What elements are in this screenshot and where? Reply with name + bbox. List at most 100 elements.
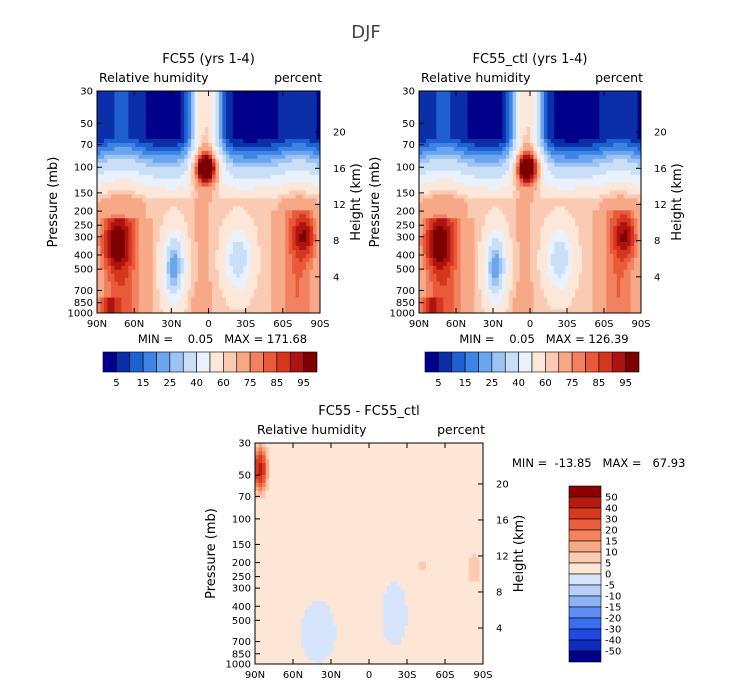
heatmap-cell (260, 138, 265, 143)
heatmap-cell (222, 205, 227, 211)
heatmap-cell (117, 269, 122, 274)
heatmap-cell (163, 205, 168, 211)
heatmap-cell (257, 130, 262, 135)
heatmap-cell (211, 114, 216, 120)
heatmap-cell (306, 229, 310, 235)
heatmap-cell (110, 225, 115, 231)
x-tick-label: 90N (87, 319, 107, 330)
heatmap-cell (419, 293, 423, 298)
heatmap-cell (285, 249, 290, 254)
heatmap-cell (264, 130, 269, 135)
heatmap-cell (253, 221, 258, 227)
heatmap-cell (121, 225, 126, 231)
heatmap-cell (519, 269, 524, 274)
heatmap-cell (187, 281, 192, 286)
heatmap-cell (149, 122, 154, 128)
heatmap-cell (191, 301, 195, 306)
heatmap-cell (215, 94, 220, 100)
heatmap-cell (201, 261, 206, 266)
heatmap-cell (184, 277, 188, 282)
heatmap-cell (180, 305, 185, 310)
heatmap-cell (201, 221, 206, 227)
heatmap-cell (443, 261, 448, 266)
heatmap-cell (292, 138, 297, 143)
heatmap-cell (121, 309, 126, 314)
heatmap-cell (145, 233, 150, 239)
heatmap-cell (232, 209, 237, 215)
heatmap-cell (145, 122, 150, 128)
heatmap-cell (557, 277, 562, 282)
heatmap-cell (243, 194, 248, 199)
heatmap-cell (585, 237, 590, 243)
heatmap-cell (201, 118, 206, 124)
heatmap-cell (97, 289, 101, 294)
heatmap-cell (257, 186, 262, 191)
heatmap-cell (313, 154, 317, 159)
heatmap-cell (97, 233, 101, 239)
heatmap-cell (100, 221, 105, 227)
heatmap-cell (313, 309, 317, 314)
heatmap-cell (422, 237, 427, 243)
heatmap-cell (443, 265, 448, 270)
heatmap-cell (439, 277, 444, 282)
heatmap-cell (288, 154, 293, 159)
heatmap-cell (121, 229, 126, 235)
heatmap-cell (471, 273, 475, 278)
heatmap-cell (201, 293, 206, 298)
heatmap-cell (215, 91, 220, 96)
heatmap-cell (616, 297, 621, 302)
heatmap-cell (295, 301, 300, 306)
heatmap-cell (316, 138, 321, 143)
heatmap-cell (602, 269, 607, 274)
heatmap-cell (170, 130, 175, 135)
heatmap-cell (152, 114, 157, 120)
heatmap-cell (156, 138, 161, 143)
heatmap-cell (243, 237, 248, 243)
heatmap-cell (292, 134, 297, 139)
heatmap-cell (156, 281, 161, 286)
heatmap-cell (474, 229, 479, 235)
heatmap-cell (292, 182, 297, 187)
heatmap-cell (131, 174, 136, 179)
heatmap-cell (107, 130, 112, 135)
heatmap-cell (208, 118, 213, 124)
heatmap-cell (585, 297, 590, 302)
heatmap-cell (110, 249, 115, 254)
heatmap-cell (267, 293, 272, 298)
heatmap-cell (222, 110, 227, 116)
heatmap-cell (191, 297, 195, 302)
heatmap-cell (306, 154, 310, 159)
heatmap-cell (260, 198, 265, 203)
heatmap-cell (243, 277, 248, 282)
heatmap-cell (578, 285, 583, 290)
heatmap-cell (267, 154, 272, 159)
heatmap-cell (526, 233, 531, 239)
heatmap-cell (246, 241, 251, 246)
heatmap-cell (114, 170, 119, 175)
heatmap-cell (306, 289, 310, 294)
heatmap-cell (97, 261, 101, 266)
heatmap-cell (274, 174, 279, 179)
heatmap-cell (523, 249, 527, 254)
heatmap-cell (229, 130, 234, 135)
heatmap-cell (313, 229, 317, 235)
heatmap-cell (107, 91, 112, 96)
heatmap-cell (187, 241, 192, 246)
heatmap-cell (288, 178, 293, 183)
heatmap-cell (229, 178, 234, 183)
heatmap-cell (107, 146, 112, 151)
heatmap-cell (215, 245, 220, 250)
heatmap-cell (156, 261, 161, 266)
heatmap-cell (554, 253, 559, 258)
heatmap-cell (180, 186, 185, 191)
heatmap-cell (201, 205, 206, 211)
heatmap-cell (156, 170, 161, 175)
heatmap-cell (425, 245, 430, 250)
heatmap-cell (554, 297, 559, 302)
heatmap-cell (457, 309, 462, 314)
heatmap-cell (128, 102, 133, 108)
heatmap-cell (299, 98, 303, 104)
heatmap-cell (536, 245, 541, 250)
heatmap-cell (250, 205, 255, 211)
heatmap-cell (215, 126, 220, 132)
